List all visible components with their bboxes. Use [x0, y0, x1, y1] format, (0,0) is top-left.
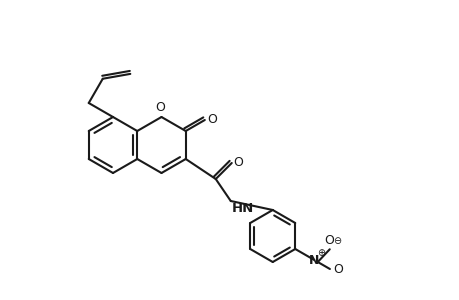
Text: O: O [323, 234, 333, 247]
Text: O: O [155, 101, 165, 114]
Text: O: O [233, 155, 243, 169]
Text: O: O [332, 263, 342, 277]
Text: N: N [308, 254, 319, 266]
Text: O: O [207, 112, 216, 125]
Text: ⊖: ⊖ [332, 236, 340, 246]
Text: ⊕: ⊕ [317, 248, 325, 258]
Text: HN: HN [231, 202, 253, 215]
